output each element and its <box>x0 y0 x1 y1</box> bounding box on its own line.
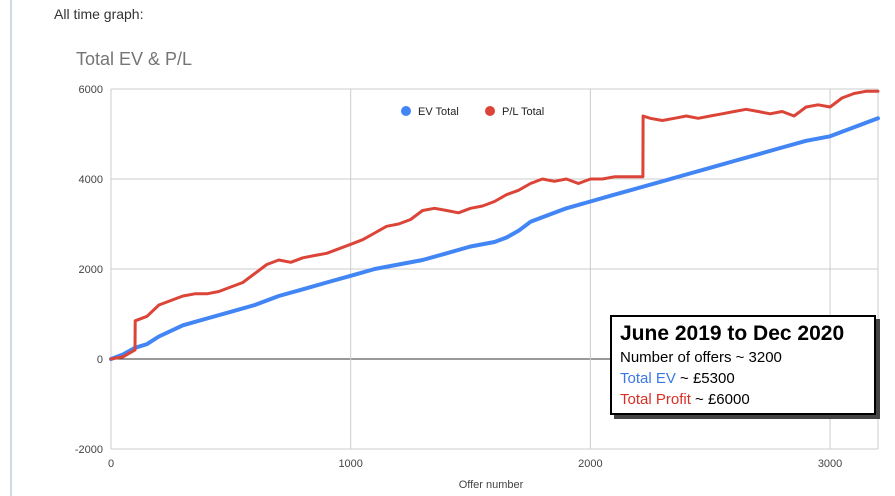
info-title: June 2019 to Dec 2020 <box>620 322 845 345</box>
chart-title: Total EV & P/L <box>76 49 192 69</box>
intro-text: All time graph: <box>54 6 144 22</box>
info-offers: Number of offers ~ 3200 <box>620 349 782 366</box>
legend-marker-pl-total <box>485 106 495 116</box>
grid <box>110 88 879 450</box>
info-ev-value: ~ £5300 <box>675 370 735 387</box>
info-ev-label: Total EV <box>620 370 676 387</box>
left-rule <box>10 0 12 496</box>
x-tick-label: 0 <box>108 458 114 470</box>
series-layer <box>109 89 880 361</box>
y-tick-label: 2000 <box>79 264 103 276</box>
legend-marker-ev-total <box>401 106 411 116</box>
tick-labels: -2000 0 2000 4000 6000 0 1000 2000 3000 <box>75 84 842 470</box>
info-ev: Total EV ~ £5300 <box>620 368 866 389</box>
legend: EV Total P/L Total <box>401 106 544 118</box>
info-profit-value: ~ £6000 <box>690 391 750 408</box>
y-tick-label: 0 <box>97 354 103 366</box>
y-tick-label: 4000 <box>79 174 103 186</box>
series-line-pl-total <box>109 89 880 361</box>
info-box: June 2019 to Dec 2020 Number of offers ~… <box>610 315 876 415</box>
x-tick-label: 1000 <box>338 458 362 470</box>
legend-label-pl-total: P/L Total <box>502 106 544 118</box>
x-axis-label: Offer number <box>459 479 524 491</box>
series-line-ev-total <box>109 116 880 361</box>
y-tick-label: 6000 <box>79 84 103 96</box>
x-tick-label: 3000 <box>818 458 842 470</box>
info-profit: Total Profit ~ £6000 <box>620 389 866 410</box>
legend-label-ev-total: EV Total <box>418 106 459 118</box>
info-profit-label: Total Profit <box>620 391 691 408</box>
y-tick-label: -2000 <box>75 444 103 456</box>
x-tick-label: 2000 <box>578 458 602 470</box>
